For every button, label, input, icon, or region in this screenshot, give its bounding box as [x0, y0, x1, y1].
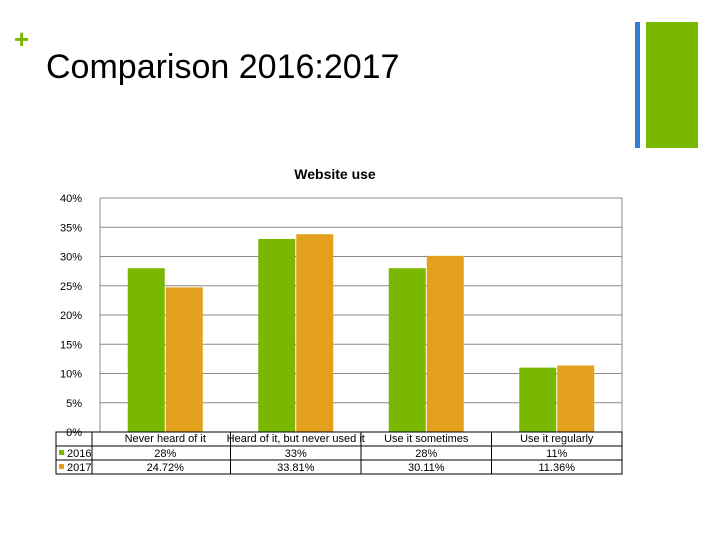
category-label: Use it regularly — [520, 433, 594, 445]
data-label-2017: 24.72% — [147, 462, 185, 474]
y-tick-label: 40% — [60, 193, 82, 205]
plus-icon: + — [14, 24, 30, 54]
bar-2017-3 — [557, 365, 595, 432]
data-table-border — [55, 431, 623, 475]
data-label-2017: 33.81% — [277, 462, 315, 474]
y-tick-label: 10% — [60, 369, 82, 381]
legend-label-2017: 2017 — [67, 462, 91, 474]
category-label: Heard of it, but never used it — [227, 433, 365, 445]
accent-bar-green — [646, 22, 698, 148]
data-label-2016: 28% — [154, 448, 176, 460]
bar-2016-0 — [127, 268, 165, 432]
bar-2016-1 — [258, 238, 296, 432]
category-label: Use it sometimes — [384, 433, 469, 445]
bar-2017-2 — [426, 255, 464, 432]
bar-2016-3 — [519, 367, 557, 432]
y-tick-label: 5% — [66, 398, 82, 410]
data-label-2016: 33% — [285, 448, 307, 460]
bar-2017-0 — [165, 287, 203, 432]
legend-label-2016: 2016 — [67, 448, 91, 460]
y-tick-label: 35% — [60, 222, 82, 234]
data-label-2016: 11% — [546, 448, 567, 460]
legend-key-2016 — [59, 450, 64, 455]
accent-bar-blue — [635, 22, 640, 148]
bar-2017-1 — [296, 234, 334, 432]
y-tick-label: 0% — [66, 427, 82, 439]
data-label-2017: 11.36% — [539, 462, 576, 474]
legend-key-2017 — [59, 464, 64, 469]
data-label-2016: 28% — [415, 448, 437, 460]
y-tick-label: 25% — [60, 281, 82, 293]
slide-title: Comparison 2016:2017 — [46, 48, 400, 86]
category-label: Never heard of it — [125, 433, 206, 445]
y-tick-label: 30% — [60, 252, 82, 264]
bar-2016-2 — [388, 268, 426, 432]
y-tick-label: 15% — [60, 339, 82, 351]
chart-title: Website use — [294, 166, 376, 182]
y-tick-label: 20% — [60, 310, 82, 322]
data-label-2017: 30.11% — [408, 462, 445, 474]
